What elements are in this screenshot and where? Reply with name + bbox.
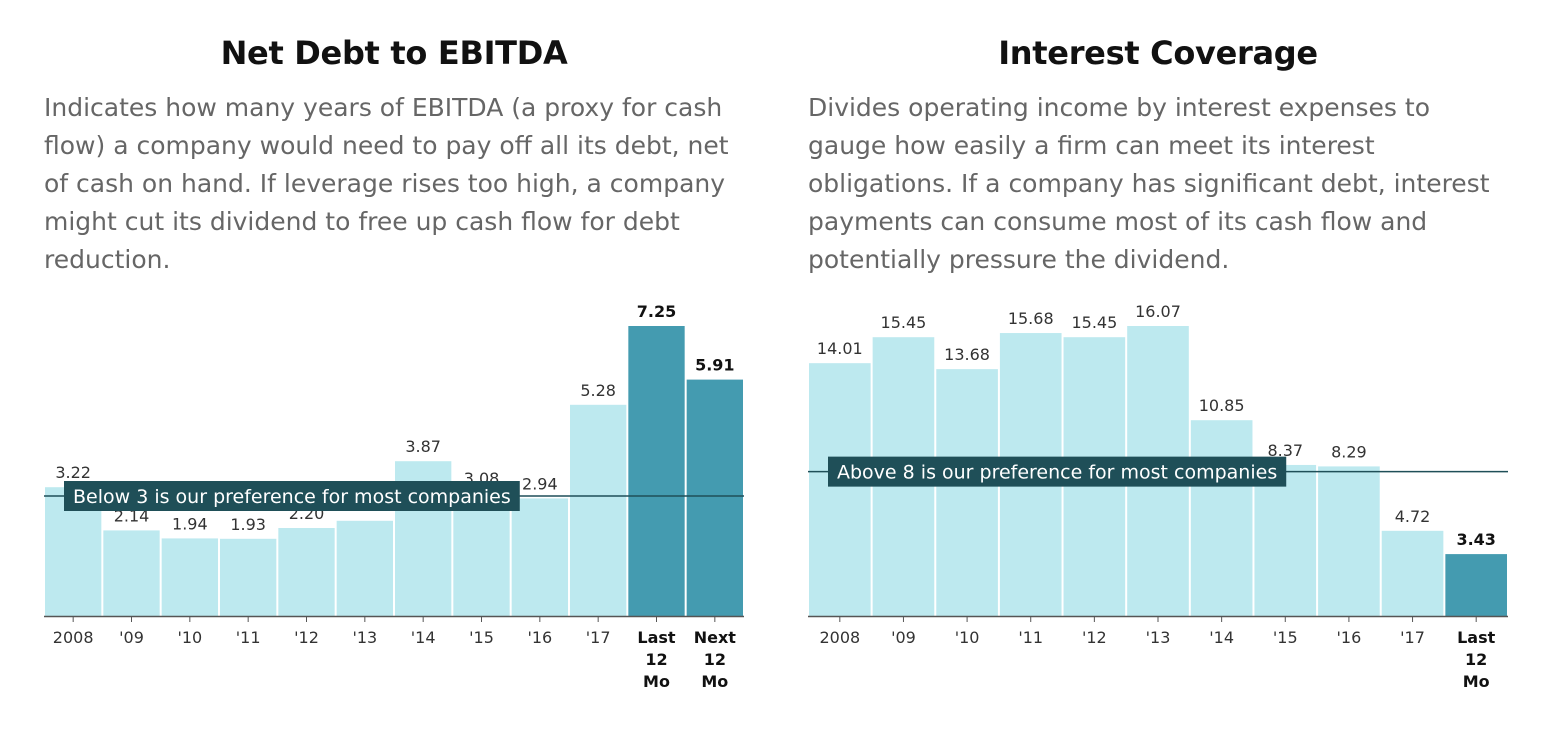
bars [45, 326, 743, 616]
chart-title: Net Debt to EBITDA [220, 34, 568, 72]
x-tick-label: '16 [1337, 628, 1362, 647]
x-tick-label: '16 [527, 628, 552, 647]
bar [220, 538, 277, 616]
data-label: 1.93 [230, 515, 266, 534]
bar [1445, 554, 1507, 616]
chart-description: Divides operating income by interest exp… [808, 93, 1490, 274]
data-label: 10.85 [1199, 396, 1245, 415]
bar [686, 379, 743, 616]
reference-label: Below 3 is our preference for most compa… [73, 486, 511, 508]
reference-line-group: Above 8 is our preference for most compa… [808, 456, 1508, 487]
bar [809, 363, 871, 616]
bar [278, 528, 335, 616]
data-label: 4.72 [1395, 507, 1431, 526]
bar [1254, 464, 1317, 616]
chart-description: Indicates how many years of EBITDA (a pr… [44, 93, 729, 274]
x-tick-label: Last 12 Mo [1457, 628, 1496, 691]
x-tick-label: '13 [1146, 628, 1171, 647]
chart-title: Interest Coverage [998, 34, 1318, 72]
interest-coverage-bar-chart: 14.01 15.45 13.68 15.68 15.45 16.07 10.85 8.37 8… [808, 302, 1508, 691]
reference-label: Above 8 is our preference for most compa… [837, 462, 1277, 484]
data-label: 15.68 [1008, 309, 1054, 328]
data-labels: 14.01 15.45 13.68 15.68 15.45 16.07 10.85 8.37 8… [817, 302, 1496, 549]
bar [1381, 530, 1444, 616]
x-tick-label: '17 [1400, 628, 1425, 647]
data-label: 3.87 [405, 437, 441, 456]
data-label: 15.45 [881, 313, 927, 332]
data-label: 2.14 [114, 506, 150, 525]
net-debt-bar-chart: 3.222.14 1.94 1.932.203.873.08 2.945.287.25… [44, 302, 744, 691]
data-label: 1.94 [172, 514, 208, 533]
bar [453, 492, 510, 616]
data-label: 16.07 [1135, 302, 1181, 321]
bar [936, 369, 998, 616]
bar [1318, 466, 1380, 616]
data-label: 8.29 [1331, 442, 1367, 461]
bar [161, 538, 218, 616]
x-tick-label: '17 [586, 628, 611, 647]
x-axis-ticks: 2008 '09 '10 '11 '12 '13 '14 '15 '16 '17 Last 12 Mo N… [53, 616, 736, 691]
x-tick-label: '10 [955, 628, 980, 647]
x-tick-label: '15 [469, 628, 494, 647]
x-tick-label: '12 [294, 628, 319, 647]
x-tick-label: '14 [411, 628, 436, 647]
x-tick-label: '10 [177, 628, 202, 647]
x-tick-label: '11 [236, 628, 261, 647]
data-label: 3.43 [1456, 530, 1495, 549]
x-tick-label: Next 12 Mo [694, 628, 737, 691]
reference-line-group: Below 3 is our preference for most compa… [44, 481, 744, 511]
reference-label-bg [64, 481, 520, 511]
x-tick-label: '11 [1018, 628, 1043, 647]
bar [511, 498, 568, 616]
bar [570, 404, 627, 616]
data-label: 2.94 [522, 474, 558, 493]
x-tick-label: '14 [1209, 628, 1234, 647]
bar [103, 530, 160, 616]
x-tick-label: '12 [1082, 628, 1107, 647]
x-tick-label: 2008 [819, 628, 860, 647]
data-label: 7.25 [637, 302, 676, 321]
data-label: 5.91 [695, 356, 734, 375]
data-label: 8.37 [1267, 441, 1303, 460]
bar [1190, 420, 1253, 616]
data-label: 14.01 [817, 339, 863, 358]
x-tick-label: 2008 [53, 628, 94, 647]
x-tick-label: '13 [352, 628, 377, 647]
x-tick-label: '15 [1273, 628, 1298, 647]
data-label: 5.28 [580, 381, 616, 400]
x-tick-label: '09 [891, 628, 916, 647]
x-axis-ticks: 2008 '09 '10 '11 '12 '13 '14 '15 '16 '17 Last 12 Mo [819, 616, 1496, 691]
data-label: 3.22 [55, 463, 91, 482]
bar [336, 520, 393, 616]
x-tick-label: Last 12 Mo [637, 628, 676, 691]
x-tick-label: '09 [119, 628, 144, 647]
data-label: 13.68 [944, 345, 990, 364]
reference-label-bg [828, 456, 1287, 487]
data-label: 15.45 [1071, 313, 1117, 332]
bar [628, 326, 685, 616]
